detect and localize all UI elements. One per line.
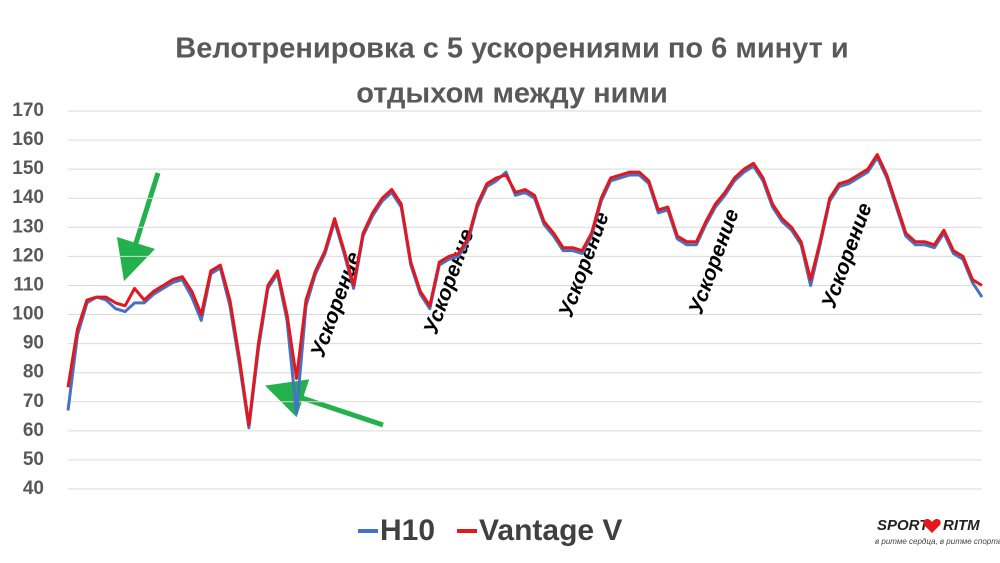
y-tick-label: 40 <box>23 478 44 499</box>
annotation: Ускорение <box>419 226 478 338</box>
y-tick-label: 50 <box>23 449 44 470</box>
y-tick-label: 140 <box>12 187 44 208</box>
annotation: Ускорение <box>554 209 613 321</box>
legend-label: H10 <box>380 514 435 547</box>
series-line <box>66 153 983 427</box>
y-tick-label: 150 <box>12 158 44 179</box>
y-tick-label: 160 <box>12 129 44 150</box>
logo: SPORT RITM в ритме сердца, в ритме спорт… <box>875 517 1000 546</box>
logo-tagline: в ритме сердца, в ритме спорта <box>875 537 1000 546</box>
y-tick-label: 110 <box>13 274 44 295</box>
y-tick-label: 80 <box>23 362 44 383</box>
arrow <box>116 172 161 282</box>
logo-text: SPORT <box>877 517 930 534</box>
y-tick-label: 60 <box>23 420 44 441</box>
legend-label: Vantage V <box>479 514 622 547</box>
annotation: Ускорение <box>684 206 743 318</box>
y-tick-label: 70 <box>23 391 44 412</box>
logo-heart <box>923 518 941 533</box>
y-tick-label: 100 <box>12 304 44 325</box>
y-tick-label: 130 <box>12 216 44 237</box>
logo-text: RITM <box>943 517 980 534</box>
y-tick-label: 170 <box>12 100 44 121</box>
arrow <box>265 379 384 428</box>
y-tick-label: 90 <box>23 333 44 354</box>
chart-title: отдыхом между ними <box>356 78 668 110</box>
y-tick-label: 120 <box>12 245 44 266</box>
chart-title: Велотренировка с 5 ускорениями по 6 мину… <box>175 33 849 65</box>
